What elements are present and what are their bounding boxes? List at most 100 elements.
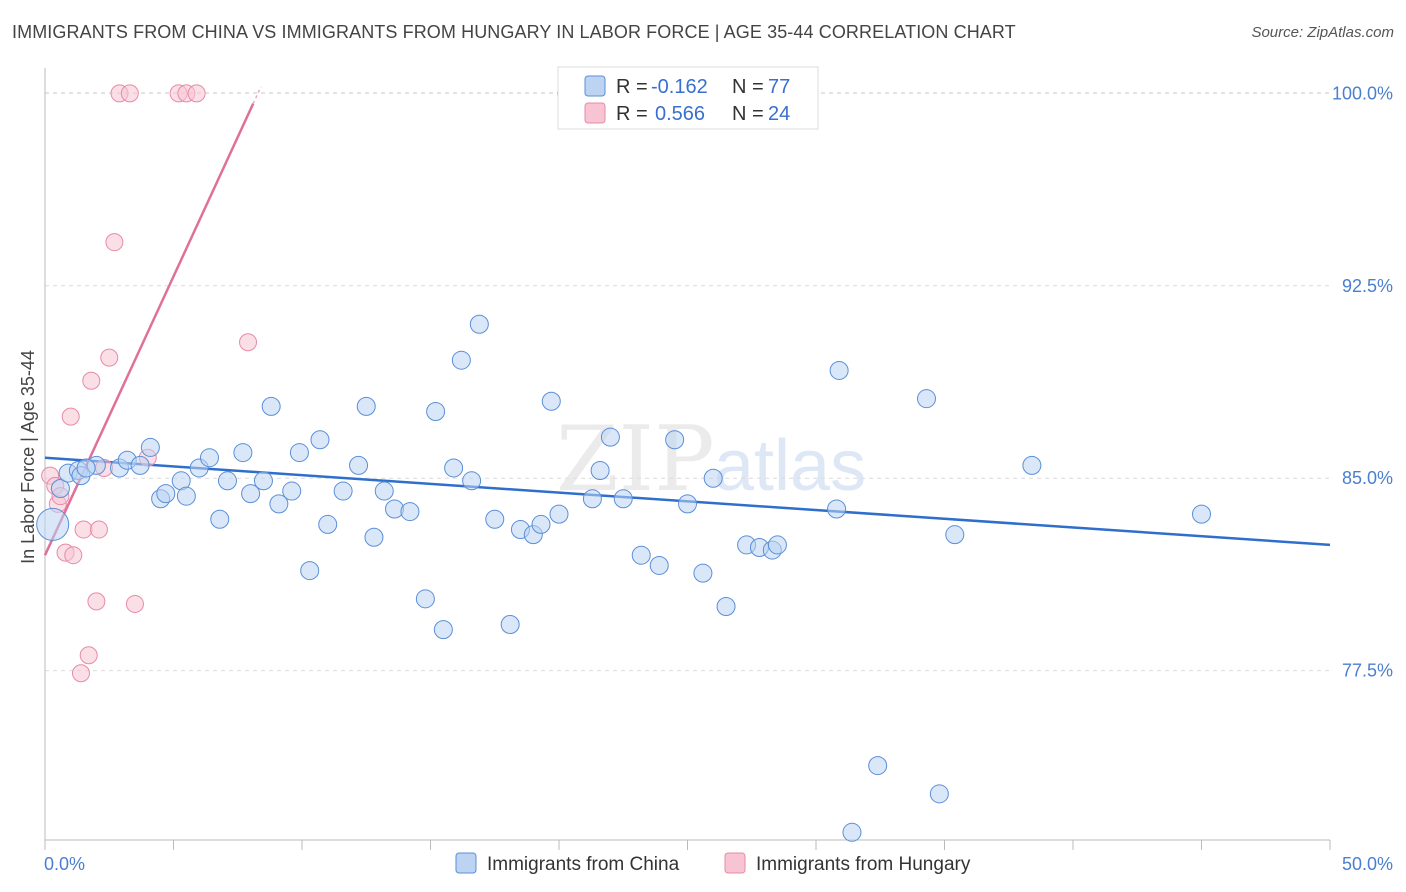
point-china-53 bbox=[613, 489, 633, 509]
point-china-66 bbox=[827, 499, 847, 519]
point-hungary-8 bbox=[74, 520, 93, 539]
trend-line-hungary-extension bbox=[252, 86, 262, 104]
legend-r-label-hungary: R = bbox=[616, 103, 648, 125]
point-china-37 bbox=[433, 620, 453, 640]
legend-swatch-hungary bbox=[584, 102, 606, 124]
gridlines bbox=[45, 91, 1330, 672]
point-china-39 bbox=[451, 350, 471, 370]
point-china-11 bbox=[156, 484, 176, 504]
bottom-legend: Immigrants from China Immigrants from Hu… bbox=[455, 852, 971, 875]
point-china-68 bbox=[842, 822, 862, 842]
legend-n-label-hungary: N = bbox=[732, 103, 764, 125]
legend-n-label-china: N = bbox=[732, 76, 764, 98]
point-china-47 bbox=[541, 391, 561, 411]
y-tick-label-0: 77.5% bbox=[1342, 661, 1393, 681]
point-china-9 bbox=[140, 437, 160, 457]
point-china-32 bbox=[374, 481, 394, 501]
bottom-legend-china: Immigrants from China bbox=[487, 854, 680, 875]
chart-title: IMMIGRANTS FROM CHINA VS IMMIGRANTS FROM… bbox=[12, 22, 1016, 42]
point-china-22 bbox=[269, 494, 289, 514]
point-china-69 bbox=[868, 756, 888, 776]
point-china-21 bbox=[261, 396, 281, 416]
point-china-55 bbox=[649, 555, 669, 575]
point-hungary-17 bbox=[120, 84, 139, 103]
point-china-23 bbox=[282, 481, 302, 501]
point-hungary-22 bbox=[187, 84, 206, 103]
point-hungary-7 bbox=[71, 664, 90, 683]
bottom-legend-swatch-china bbox=[455, 852, 477, 874]
point-china-41 bbox=[469, 314, 489, 334]
point-china-56 bbox=[665, 430, 685, 450]
point-china-73 bbox=[1022, 455, 1042, 475]
bottom-legend-hungary: Immigrants from Hungary bbox=[756, 854, 971, 875]
point-china-18 bbox=[233, 443, 253, 463]
point-china-67 bbox=[829, 360, 849, 380]
point-hungary-23 bbox=[239, 333, 258, 352]
point-china-28 bbox=[333, 481, 353, 501]
point-china-8 bbox=[130, 455, 150, 475]
point-china-74 bbox=[1192, 504, 1211, 524]
point-china-1 bbox=[50, 478, 70, 498]
legend-r-value-china: -0.162 bbox=[651, 76, 708, 98]
point-china-27 bbox=[318, 514, 338, 534]
point-hungary-9 bbox=[79, 646, 98, 665]
point-china-38 bbox=[444, 458, 464, 478]
point-china-76 bbox=[76, 458, 96, 478]
point-china-13 bbox=[176, 486, 196, 506]
series-hungary bbox=[41, 84, 258, 683]
x-tick-max: 50.0% bbox=[1342, 854, 1393, 874]
point-hungary-12 bbox=[89, 520, 108, 539]
y-tick-labels: 77.5% 85.0% 92.5% 100.0% bbox=[1332, 83, 1393, 680]
point-china-26 bbox=[310, 430, 330, 450]
legend-n-value-hungary: 24 bbox=[768, 103, 790, 125]
point-hungary-10 bbox=[82, 371, 101, 390]
bottom-legend-swatch-hungary bbox=[724, 852, 746, 874]
legend-swatch-china bbox=[584, 75, 606, 97]
y-axis-label: In Labor Force | Age 35-44 bbox=[18, 350, 38, 564]
point-hungary-15 bbox=[105, 233, 124, 252]
point-hungary-14 bbox=[100, 348, 119, 367]
legend-r-label-china: R = bbox=[616, 76, 648, 98]
point-china-0 bbox=[36, 507, 70, 541]
point-china-34 bbox=[400, 502, 420, 522]
point-china-46 bbox=[531, 514, 551, 534]
point-china-35 bbox=[415, 589, 435, 609]
point-china-19 bbox=[241, 484, 261, 504]
point-china-48 bbox=[549, 504, 569, 524]
point-china-57 bbox=[678, 494, 697, 514]
point-china-36 bbox=[426, 402, 446, 422]
point-china-42 bbox=[485, 509, 505, 529]
point-china-29 bbox=[349, 455, 369, 475]
point-china-54 bbox=[631, 545, 651, 565]
point-hungary-5 bbox=[61, 407, 80, 426]
correlation-legend: R = -0.162 N = 77 R = 0.566 N = 24 bbox=[557, 66, 819, 130]
legend-r-value-hungary: 0.566 bbox=[655, 103, 705, 125]
point-china-15 bbox=[199, 448, 219, 468]
y-tick-label-1: 85.0% bbox=[1342, 468, 1393, 488]
legend-n-value-china: 77 bbox=[768, 76, 790, 98]
point-china-70 bbox=[917, 389, 937, 409]
point-china-64 bbox=[767, 535, 787, 555]
point-china-17 bbox=[217, 471, 237, 491]
point-china-59 bbox=[703, 468, 723, 488]
point-china-40 bbox=[462, 471, 482, 491]
point-china-60 bbox=[716, 597, 736, 617]
point-hungary-11 bbox=[87, 592, 106, 611]
point-china-43 bbox=[500, 614, 520, 634]
point-hungary-6 bbox=[64, 546, 83, 565]
watermark-atlas: atlas bbox=[714, 426, 866, 506]
point-china-72 bbox=[945, 525, 965, 545]
point-china-52 bbox=[600, 427, 620, 447]
point-hungary-18 bbox=[125, 594, 144, 613]
point-china-31 bbox=[364, 527, 384, 547]
point-china-30 bbox=[356, 396, 376, 416]
point-china-20 bbox=[253, 471, 273, 491]
point-china-50 bbox=[582, 489, 602, 509]
point-china-58 bbox=[693, 563, 713, 583]
point-china-25 bbox=[300, 561, 320, 581]
x-tick-min: 0.0% bbox=[44, 854, 85, 874]
point-china-24 bbox=[289, 443, 309, 463]
point-china-16 bbox=[210, 509, 230, 529]
source-label: Source: ZipAtlas.com bbox=[1251, 24, 1394, 41]
